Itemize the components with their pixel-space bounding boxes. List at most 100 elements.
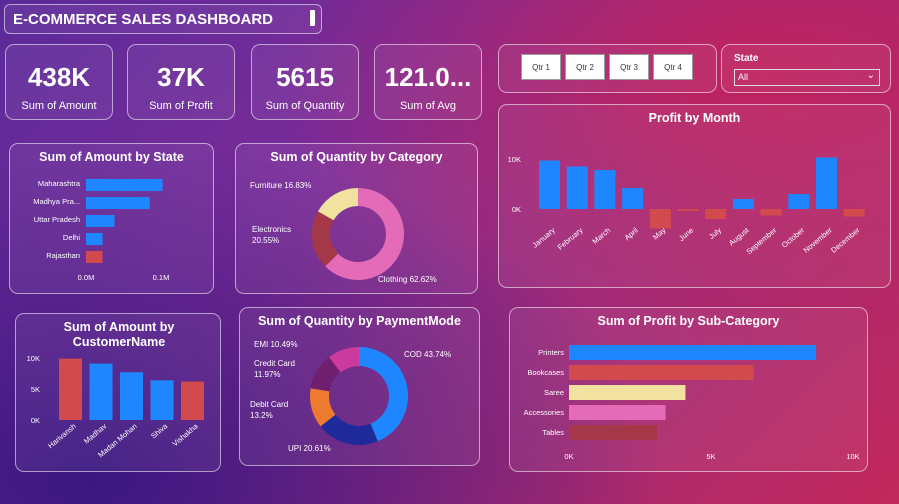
kpi-value: 438K [27,62,91,92]
kpi-label: Sum of Quantity [265,100,345,112]
bar [89,363,113,420]
tick-label: 0K [512,205,521,214]
bar [86,179,163,191]
donut-slice [320,414,378,445]
dashboard-title: E-COMMERCE SALES DASHBOARD [13,11,274,28]
category-label: Printers [538,348,564,357]
slice-label: EMI 10.49% [254,340,298,349]
category-label: July [707,225,723,241]
profit-by-month-card: Profit by Month 0K 10K January February Marc… [498,104,891,288]
category-label: December [829,225,862,254]
bar [181,381,204,420]
kpi-card-quantity: 5615 Sum of Quantity [251,44,359,120]
tick-label: 0.0M [78,273,95,282]
category-label: Vishakha [170,421,200,448]
category-label: Maharashtra [38,179,81,188]
bar [569,425,658,440]
kpi-card-avg: 121.0... Sum of Avg [374,44,482,120]
bar [788,194,810,209]
bar [566,166,588,209]
chart-title: Sum of Quantity by Category [270,150,443,164]
bar [120,372,143,420]
tick-label: 0K [564,452,573,461]
state-filter-card: State All ⌄ [721,44,891,93]
category-label: March [590,226,612,246]
bar [150,380,174,420]
dashboard-title-box: E-COMMERCE SALES DASHBOARD [4,4,322,34]
quarter-button-2[interactable]: Qtr 2 [565,54,605,80]
donut-slice [310,357,341,392]
title-bar-icon [310,10,315,26]
chart-title: Sum of Quantity by PaymentMode [258,314,461,328]
category-label: January [531,225,557,249]
slice-label: Debit Card [250,400,288,409]
tick-label: 10K [508,155,521,164]
quantity-by-payment-card: Sum of Quantity by PaymentMode COD 43.74… [239,307,480,466]
category-label: Uttar Pradesh [34,215,80,224]
bar [705,209,727,219]
kpi-label: Sum of Profit [149,100,213,112]
tick-label: 5K [31,385,40,394]
bar [843,209,865,217]
tick-label: 5K [706,452,715,461]
chart-title: Sum of Profit by Sub-Category [597,314,780,328]
tick-label: 10K [846,452,859,461]
bar [59,358,82,420]
state-dropdown[interactable]: All ⌄ [734,69,880,86]
bar [622,188,644,209]
slice-label: Clothing 62.62% [378,275,437,284]
bar [677,209,699,211]
donut-slice [328,347,359,373]
category-label: Madhya Pra... [33,197,80,206]
chart-title: Sum of Amount by State [39,150,184,164]
bar [816,157,837,209]
donut-slice [325,188,404,280]
chevron-down-icon: ⌄ [866,70,875,81]
amount-by-state-card: Sum of Amount by State Maharashtra Madhya… [9,143,214,294]
category-label: Bookcases [527,368,564,377]
category-label: August [727,225,751,247]
donut-slice [312,211,339,267]
kpi-value: 37K [157,62,205,92]
quarter-button-1[interactable]: Qtr 1 [521,54,561,80]
category-label: Madhav [82,421,108,445]
category-label: September [744,225,778,256]
amount-by-customer-card: Sum of Amount by CustomerName 0K 5K 10K Har… [15,313,221,472]
slice-label: Credit Card [254,359,295,368]
kpi-card-profit: 37K Sum of Profit [127,44,235,120]
category-label: Tables [542,428,564,437]
kpi-value: 5615 [276,62,334,92]
bar [569,365,754,380]
quarter-button-3[interactable]: Qtr 3 [609,54,649,80]
category-label: Delhi [63,233,80,242]
category-label: Saree [544,388,564,397]
quarter-button-4[interactable]: Qtr 4 [653,54,693,80]
donut-slice [317,188,358,221]
bar [760,209,782,216]
bar [569,385,686,400]
bar [86,197,150,209]
category-label: Shiva [149,421,170,440]
kpi-card-amount: 438K Sum of Amount [5,44,113,120]
tick-label: 0.1M [153,273,170,282]
slice-label: 13.2% [250,411,273,420]
slice-label: Furniture 16.83% [250,181,311,190]
category-label: Harivansh [46,422,78,451]
kpi-label: Sum of Avg [399,100,457,112]
quantity-by-category-chart: Furniture 16.83% Electronics 20.55% Clothin… [250,181,437,284]
slice-label: UPI 20.61% [288,444,331,453]
bar [649,209,671,229]
bar [594,170,616,209]
donut-slice [359,347,408,442]
chart-title: Profit by Month [648,111,741,125]
slice-label: 20.55% [252,236,279,245]
state-dropdown-value: All [738,72,749,82]
chart-title: Sum of Amount by CustomerName [63,320,175,349]
kpi-label: Sum of Amount [21,100,97,112]
quantity-by-payment-chart: COD 43.74% EMI 10.49% Credit Card 11.97% Deb… [250,340,451,453]
category-label: June [677,226,695,243]
state-filter-label: State [734,53,759,64]
tick-label: 0K [31,416,40,425]
bar [86,215,115,227]
